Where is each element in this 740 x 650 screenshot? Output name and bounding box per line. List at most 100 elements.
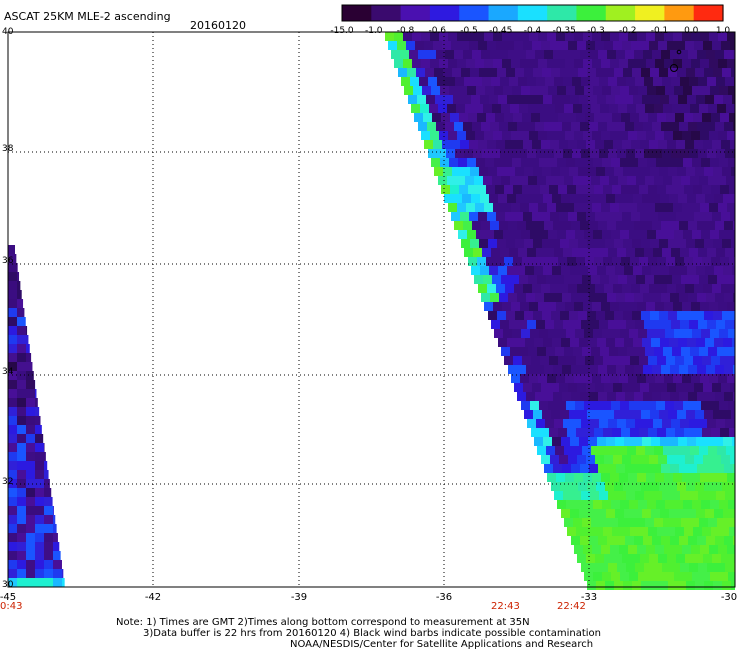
swath-cell [484, 131, 493, 140]
swath-cell [727, 59, 735, 68]
swath-cell [668, 482, 677, 491]
swath-cell [655, 131, 664, 140]
swath-cell [622, 554, 631, 563]
swath-cell [586, 41, 595, 50]
swath-cell [511, 32, 520, 41]
swath-cell [660, 437, 669, 446]
swath-cell [625, 50, 634, 59]
colorbar-segment [488, 5, 519, 21]
swath-cell [521, 401, 530, 410]
swath-cell [468, 113, 477, 122]
swath-cell [518, 248, 527, 257]
swath-cell [435, 95, 444, 104]
swath-cell [704, 581, 713, 590]
swath-cell [576, 527, 585, 536]
swath-cell [677, 167, 686, 176]
swath-cell [481, 221, 490, 230]
swath-cell [638, 401, 647, 410]
swath-cell [591, 176, 600, 185]
swath-cell [597, 338, 606, 347]
swath-cell [679, 50, 688, 59]
swath-cell [646, 374, 655, 383]
swath-cell [559, 383, 568, 392]
swath-cell [517, 293, 526, 302]
swath-cell [635, 77, 644, 86]
swath-cell [648, 428, 657, 437]
swath-cell [681, 104, 690, 113]
swath-cell [664, 32, 673, 41]
swath-cell [484, 32, 493, 41]
swath-cell [560, 68, 569, 77]
swath-cell [682, 473, 691, 482]
swath-cell [689, 149, 698, 158]
swath-cell [671, 491, 680, 500]
swath-cell [565, 59, 574, 68]
swath-cell [717, 104, 726, 113]
swath-cell [650, 482, 659, 491]
swath-cell [571, 536, 580, 545]
swath-cell [686, 410, 695, 419]
colorbar-segment [517, 5, 548, 21]
swath-cell [601, 473, 610, 482]
swath-cell [586, 383, 595, 392]
swath-cell [525, 95, 534, 104]
swath-cell [614, 410, 623, 419]
swath-cell [586, 212, 595, 221]
swath-cell [637, 59, 646, 68]
swath-cell [709, 203, 718, 212]
swath-cell [574, 131, 583, 140]
swath-cell [564, 275, 573, 284]
swath-cell [601, 59, 610, 68]
swath-cell [679, 536, 688, 545]
swath-cell [44, 497, 53, 506]
swath-cell [643, 392, 652, 401]
swath-cell [727, 374, 735, 383]
swath-cell [654, 446, 663, 455]
swath-cell [610, 545, 619, 554]
swath-cell [516, 95, 525, 104]
swath-cell [589, 464, 598, 473]
swath-cell [684, 428, 693, 437]
swath-cell [17, 524, 26, 533]
swath-cell [529, 302, 538, 311]
swath-cell [718, 131, 727, 140]
swath-cell [35, 470, 44, 479]
swath-cell [633, 95, 642, 104]
swath-cell [569, 482, 578, 491]
swath-cell [451, 140, 460, 149]
swath-cell [8, 272, 17, 281]
swath-cell [497, 167, 506, 176]
swath-cell [501, 275, 510, 284]
swath-cell [535, 293, 544, 302]
swath-cell [526, 221, 535, 230]
swath-cell [683, 401, 692, 410]
swath-cell [697, 293, 706, 302]
swath-cell [44, 506, 53, 515]
swath-cell [598, 50, 607, 59]
swath-cell [635, 149, 644, 158]
swath-cell [628, 131, 637, 140]
colorbar-label: -15.0 [330, 26, 354, 36]
swath-cell [692, 329, 701, 338]
swath-cell [559, 41, 568, 50]
swath-cell [505, 140, 514, 149]
swath-cell [573, 176, 582, 185]
swath-cell [480, 266, 489, 275]
swath-cell [448, 59, 457, 68]
swath-cell [603, 527, 612, 536]
swath-cell [35, 425, 42, 434]
swath-cell [629, 230, 638, 239]
swath-cell [731, 239, 735, 248]
swath-cell [733, 50, 735, 59]
swath-cell [623, 239, 632, 248]
swath-cell [623, 311, 632, 320]
swath-cell [571, 122, 580, 131]
swath-cell [646, 473, 655, 482]
swath-cell [486, 113, 495, 122]
colorbar-label: 1.0 [715, 26, 731, 36]
swath-cell [669, 194, 678, 203]
swath-cell [615, 95, 624, 104]
swath-cell [691, 32, 700, 41]
swath-cell [691, 473, 700, 482]
swath-cell [526, 50, 535, 59]
